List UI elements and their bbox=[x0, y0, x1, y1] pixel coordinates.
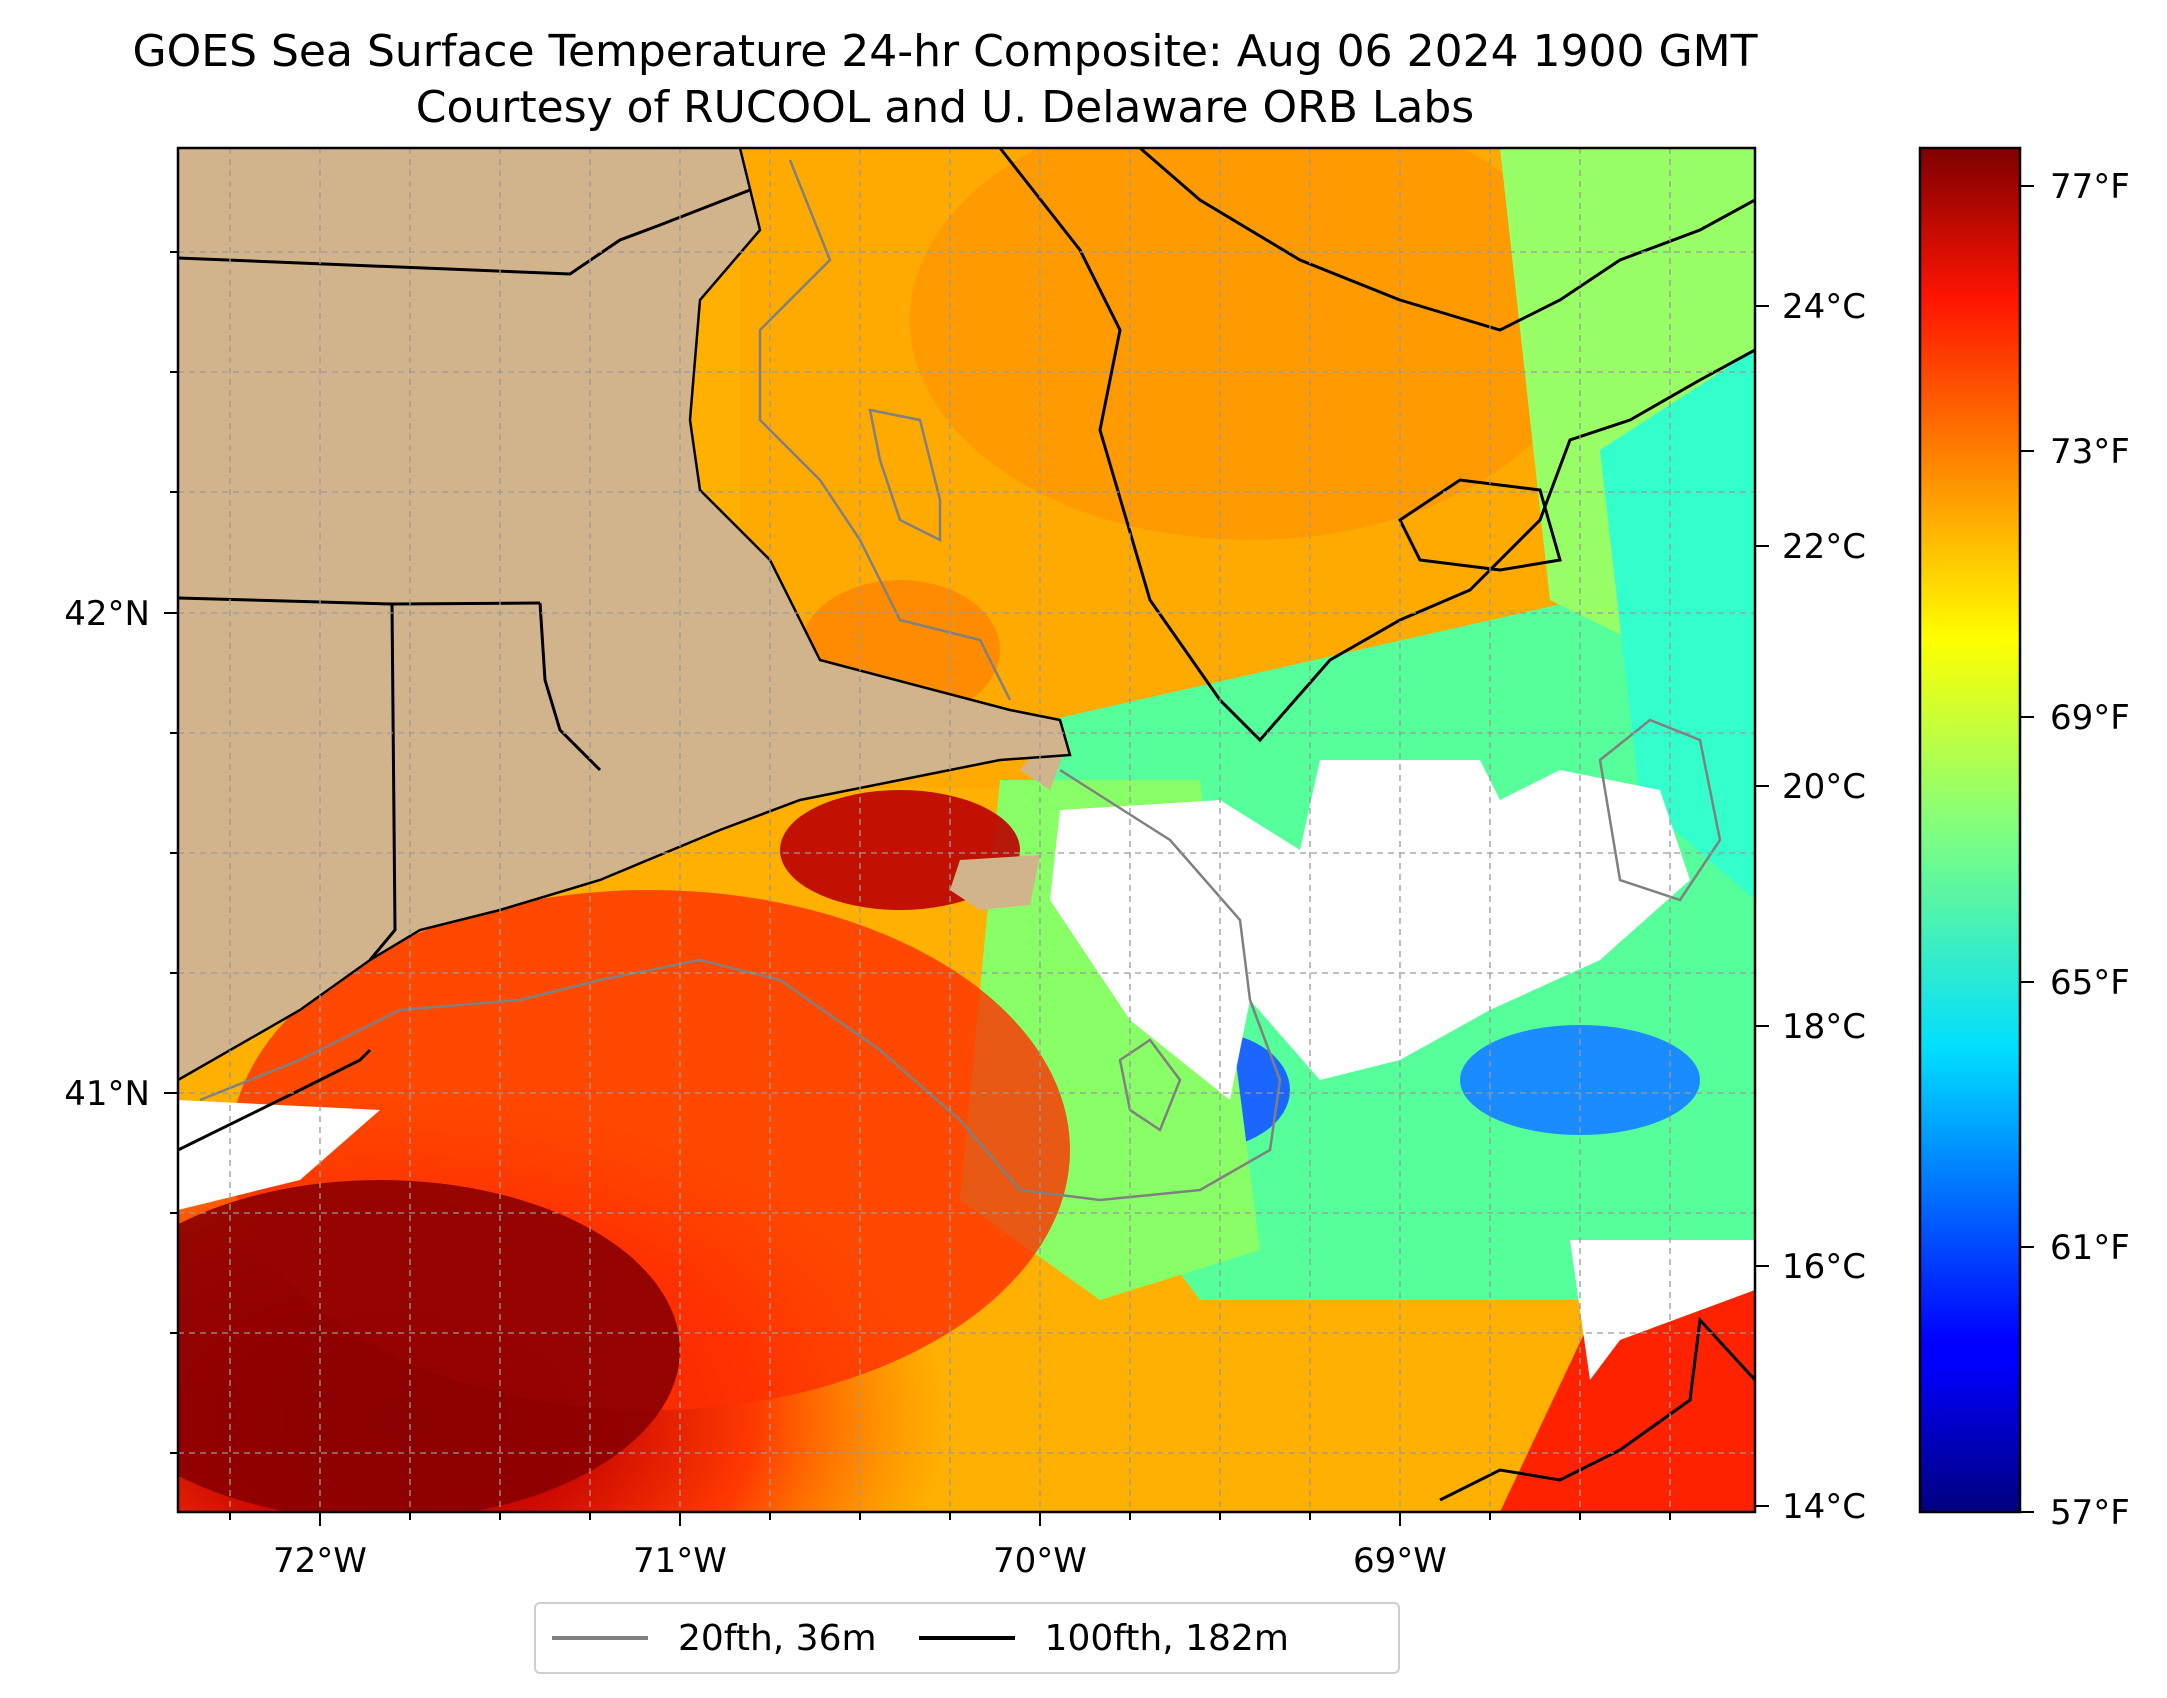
map-frame bbox=[176, 146, 1757, 1514]
legend-item-100fth: 100fth, 182m bbox=[918, 1617, 1315, 1659]
sst-map bbox=[178, 148, 1755, 1512]
isobath-20fth-shelf bbox=[199, 768, 1282, 1202]
isobath-100fth-north bbox=[1139, 148, 1755, 332]
celsius-label-20: 20°C bbox=[1782, 767, 1866, 807]
lat-label-41n: 41°N bbox=[64, 1074, 150, 1114]
colorbar bbox=[1918, 146, 2022, 1514]
no-data-cloud-sw bbox=[178, 1100, 380, 1210]
celsius-label-24: 24°C bbox=[1782, 287, 1866, 327]
lon-label-71w: 71°W bbox=[633, 1541, 727, 1581]
celsius-label-16: 16°C bbox=[1782, 1247, 1866, 1287]
fahrenheit-label-77: 77°F bbox=[2050, 167, 2130, 207]
celsius-ticks bbox=[1755, 305, 1769, 1507]
legend-label-100fth: 100fth, 182m bbox=[1044, 1617, 1289, 1659]
state-border-ri-ma bbox=[538, 602, 602, 772]
legend-label-20fth: 20fth, 36m bbox=[678, 1617, 877, 1659]
isobath-100fth-shelf bbox=[178, 1048, 372, 1152]
cool-band-east bbox=[1600, 350, 1755, 900]
lon-label-69w: 69°W bbox=[1353, 1541, 1447, 1581]
celsius-label-22: 22°C bbox=[1782, 527, 1866, 567]
isobath-100fth-basin bbox=[1398, 478, 1562, 572]
state-border-ct-ri bbox=[368, 603, 397, 961]
fahrenheit-label-57: 57°F bbox=[2050, 1493, 2130, 1533]
land-nantucket-sound bbox=[1020, 740, 1065, 790]
cold-patch-east bbox=[1460, 1025, 1700, 1135]
celsius-label-18: 18°C bbox=[1782, 1007, 1866, 1047]
isobath-20fth-shoal bbox=[1118, 1038, 1182, 1132]
legend-item-20fth: 20fth, 36m bbox=[552, 1618, 903, 1659]
fahrenheit-label-61: 61°F bbox=[2050, 1228, 2130, 1268]
state-border-nh-ma bbox=[178, 188, 751, 276]
fahrenheit-label-69: 69°F bbox=[2050, 698, 2130, 738]
fahrenheit-ticks bbox=[2020, 185, 2034, 1513]
lat-ticks bbox=[164, 251, 178, 1454]
lat-label-42n: 42°N bbox=[64, 594, 150, 634]
gridlines bbox=[178, 148, 1755, 1512]
warm-patch bbox=[910, 148, 1590, 540]
legend-swatch-black-line bbox=[918, 1636, 1015, 1640]
isobath-20fth-stellwagen bbox=[868, 408, 942, 543]
hottest-core bbox=[178, 1180, 680, 1512]
lon-label-72w: 72°W bbox=[273, 1541, 367, 1581]
coastline bbox=[178, 148, 1072, 1082]
isobath-100fth-slope bbox=[1439, 1316, 1755, 1502]
land-marthas-vineyard bbox=[950, 855, 1040, 910]
fahrenheit-label-73: 73°F bbox=[2050, 432, 2130, 472]
isobath-legend: 20fth, 36m 100fth, 182m bbox=[534, 1602, 1400, 1674]
land-new-england bbox=[178, 148, 1070, 1080]
no-data-cloud-se bbox=[1570, 1240, 1755, 1380]
legend-swatch-grey-line bbox=[552, 1636, 648, 1640]
isobath-20fth-georges bbox=[1598, 718, 1722, 902]
map-subtitle: Courtesy of RUCOOL and U. Delaware ORB L… bbox=[415, 82, 1475, 133]
isobath-100fth-gulf bbox=[998, 148, 1755, 743]
no-data-cloud bbox=[1050, 760, 1690, 1100]
isobath-20fth-cape bbox=[758, 159, 1012, 701]
map-title: GOES Sea Surface Temperature 24-hr Compo… bbox=[132, 26, 1758, 77]
hot-southeast bbox=[1500, 1280, 1755, 1512]
fahrenheit-label-65: 65°F bbox=[2050, 963, 2130, 1003]
lon-label-70w: 70°W bbox=[993, 1541, 1087, 1581]
lon-ticks bbox=[229, 1512, 1671, 1526]
celsius-label-14: 14°C bbox=[1782, 1487, 1866, 1527]
